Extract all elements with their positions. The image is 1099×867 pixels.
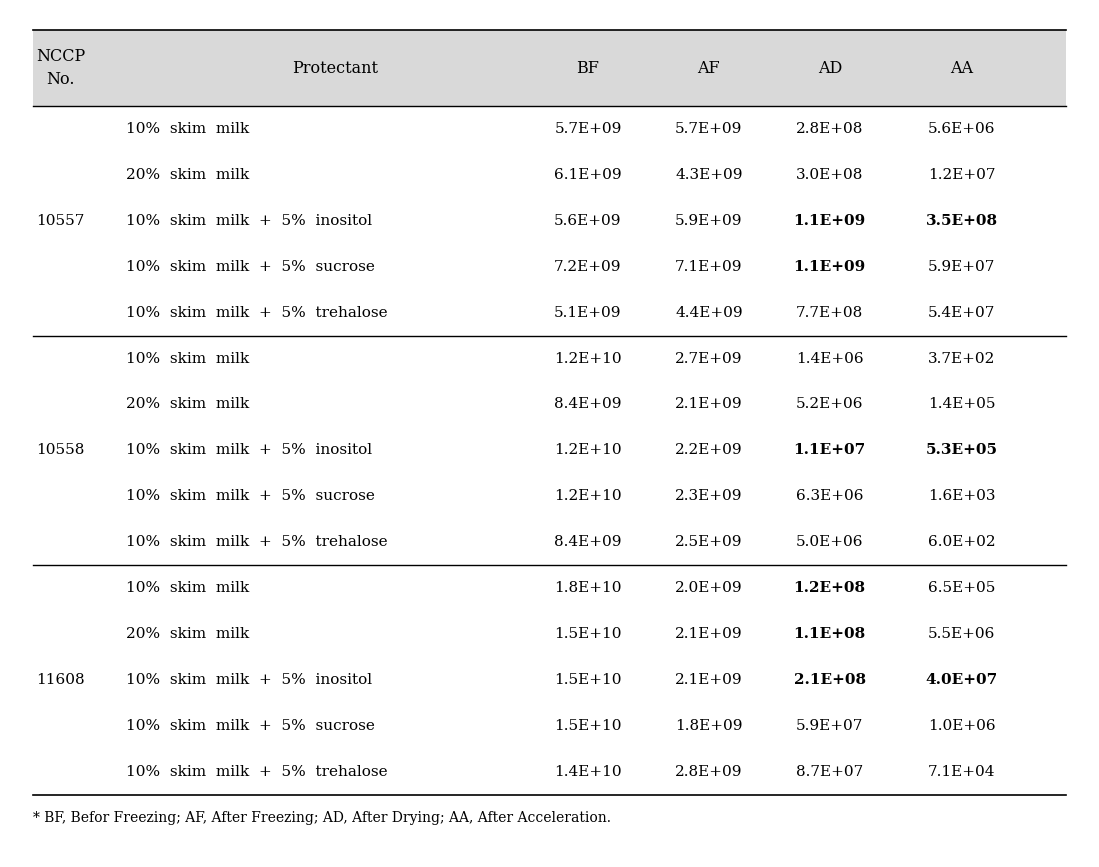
Text: 6.5E+05: 6.5E+05 xyxy=(928,581,996,596)
Text: 20%  skim  milk: 20% skim milk xyxy=(126,397,249,412)
Text: 5.0E+06: 5.0E+06 xyxy=(796,535,864,550)
Text: 20%  skim  milk: 20% skim milk xyxy=(126,167,249,182)
Text: 2.3E+09: 2.3E+09 xyxy=(675,489,743,504)
Text: 1.1E+09: 1.1E+09 xyxy=(793,259,866,274)
Text: 10%  skim  milk: 10% skim milk xyxy=(126,581,249,596)
Text: 1.2E+10: 1.2E+10 xyxy=(554,489,622,504)
Text: 2.7E+09: 2.7E+09 xyxy=(675,351,743,366)
Text: 5.6E+06: 5.6E+06 xyxy=(928,121,996,136)
Text: 1.2E+10: 1.2E+10 xyxy=(554,351,622,366)
Text: 6.1E+09: 6.1E+09 xyxy=(554,167,622,182)
Text: 3.7E+02: 3.7E+02 xyxy=(928,351,996,366)
Text: 2.1E+09: 2.1E+09 xyxy=(675,627,743,642)
Text: 6.0E+02: 6.0E+02 xyxy=(928,535,996,550)
Text: 2.8E+08: 2.8E+08 xyxy=(796,121,864,136)
Text: 20%  skim  milk: 20% skim milk xyxy=(126,627,249,642)
Text: 1.2E+08: 1.2E+08 xyxy=(793,581,866,596)
Text: 5.6E+09: 5.6E+09 xyxy=(554,213,622,228)
Text: 7.1E+09: 7.1E+09 xyxy=(675,259,743,274)
Text: 10%  skim  milk  +  5%  sucrose: 10% skim milk + 5% sucrose xyxy=(126,259,375,274)
Text: 7.1E+04: 7.1E+04 xyxy=(928,765,996,779)
Text: 1.1E+09: 1.1E+09 xyxy=(793,213,866,228)
Text: 1.0E+06: 1.0E+06 xyxy=(928,719,996,733)
Text: AF: AF xyxy=(698,60,720,76)
Text: 8.4E+09: 8.4E+09 xyxy=(554,397,622,412)
Text: 1.4E+10: 1.4E+10 xyxy=(554,765,622,779)
Text: 1.5E+10: 1.5E+10 xyxy=(554,719,622,733)
Text: 10558: 10558 xyxy=(36,443,85,458)
Text: AA: AA xyxy=(951,60,973,76)
Text: 5.7E+09: 5.7E+09 xyxy=(675,121,743,136)
Text: 10%  skim  milk  +  5%  trehalose: 10% skim milk + 5% trehalose xyxy=(126,765,388,779)
Text: 8.4E+09: 8.4E+09 xyxy=(554,535,622,550)
Text: 6.3E+06: 6.3E+06 xyxy=(796,489,864,504)
Text: 4.0E+07: 4.0E+07 xyxy=(925,673,998,688)
Text: 2.1E+09: 2.1E+09 xyxy=(675,397,743,412)
Text: 10%  skim  milk  +  5%  inositol: 10% skim milk + 5% inositol xyxy=(126,673,373,688)
Text: 10%  skim  milk: 10% skim milk xyxy=(126,351,249,366)
Text: 2.1E+08: 2.1E+08 xyxy=(793,673,866,688)
Text: 10%  skim  milk  +  5%  sucrose: 10% skim milk + 5% sucrose xyxy=(126,719,375,733)
Text: 10%  skim  milk  +  5%  inositol: 10% skim milk + 5% inositol xyxy=(126,443,373,458)
Text: 5.1E+09: 5.1E+09 xyxy=(554,305,622,320)
Text: 1.5E+10: 1.5E+10 xyxy=(554,673,622,688)
Text: Protectant: Protectant xyxy=(292,60,378,76)
Text: 5.3E+05: 5.3E+05 xyxy=(925,443,998,458)
Text: 10%  skim  milk  +  5%  trehalose: 10% skim milk + 5% trehalose xyxy=(126,535,388,550)
Text: 1.4E+06: 1.4E+06 xyxy=(796,351,864,366)
Text: 10%  skim  milk: 10% skim milk xyxy=(126,121,249,136)
Text: 10557: 10557 xyxy=(36,213,85,228)
Text: 10%  skim  milk  +  5%  trehalose: 10% skim milk + 5% trehalose xyxy=(126,305,388,320)
Text: 1.1E+07: 1.1E+07 xyxy=(793,443,866,458)
Text: 5.4E+07: 5.4E+07 xyxy=(928,305,996,320)
Text: 7.2E+09: 7.2E+09 xyxy=(554,259,622,274)
Text: 2.8E+09: 2.8E+09 xyxy=(675,765,743,779)
Text: 2.1E+09: 2.1E+09 xyxy=(675,673,743,688)
Text: 2.0E+09: 2.0E+09 xyxy=(675,581,743,596)
Text: BF: BF xyxy=(577,60,599,76)
Text: 1.5E+10: 1.5E+10 xyxy=(554,627,622,642)
Text: 1.1E+08: 1.1E+08 xyxy=(793,627,866,642)
Text: 5.2E+06: 5.2E+06 xyxy=(796,397,864,412)
Text: 3.5E+08: 3.5E+08 xyxy=(925,213,998,228)
Text: 1.2E+10: 1.2E+10 xyxy=(554,443,622,458)
Text: 1.8E+09: 1.8E+09 xyxy=(675,719,743,733)
Text: 4.3E+09: 4.3E+09 xyxy=(675,167,743,182)
Text: 5.5E+06: 5.5E+06 xyxy=(928,627,996,642)
Bar xyxy=(33,30,1066,106)
Text: 7.7E+08: 7.7E+08 xyxy=(796,305,864,320)
Text: 10%  skim  milk  +  5%  sucrose: 10% skim milk + 5% sucrose xyxy=(126,489,375,504)
Text: * BF, Befor Freezing; AF, After Freezing; AD, After Drying; AA, After Accelerati: * BF, Befor Freezing; AF, After Freezing… xyxy=(33,811,611,825)
Text: 10%  skim  milk  +  5%  inositol: 10% skim milk + 5% inositol xyxy=(126,213,373,228)
Text: 2.2E+09: 2.2E+09 xyxy=(675,443,743,458)
Text: 5.9E+07: 5.9E+07 xyxy=(928,259,996,274)
Text: 5.7E+09: 5.7E+09 xyxy=(554,121,622,136)
Text: NCCP
No.: NCCP No. xyxy=(36,49,85,88)
Text: 2.5E+09: 2.5E+09 xyxy=(675,535,743,550)
Text: 1.2E+07: 1.2E+07 xyxy=(928,167,996,182)
Text: 1.4E+05: 1.4E+05 xyxy=(928,397,996,412)
Text: 4.4E+09: 4.4E+09 xyxy=(675,305,743,320)
Text: 11608: 11608 xyxy=(36,673,85,688)
Text: 5.9E+09: 5.9E+09 xyxy=(675,213,743,228)
Text: 1.8E+10: 1.8E+10 xyxy=(554,581,622,596)
Text: 3.0E+08: 3.0E+08 xyxy=(796,167,864,182)
Text: 5.9E+07: 5.9E+07 xyxy=(796,719,864,733)
Text: 8.7E+07: 8.7E+07 xyxy=(796,765,864,779)
Text: 1.6E+03: 1.6E+03 xyxy=(928,489,996,504)
Text: AD: AD xyxy=(818,60,842,76)
